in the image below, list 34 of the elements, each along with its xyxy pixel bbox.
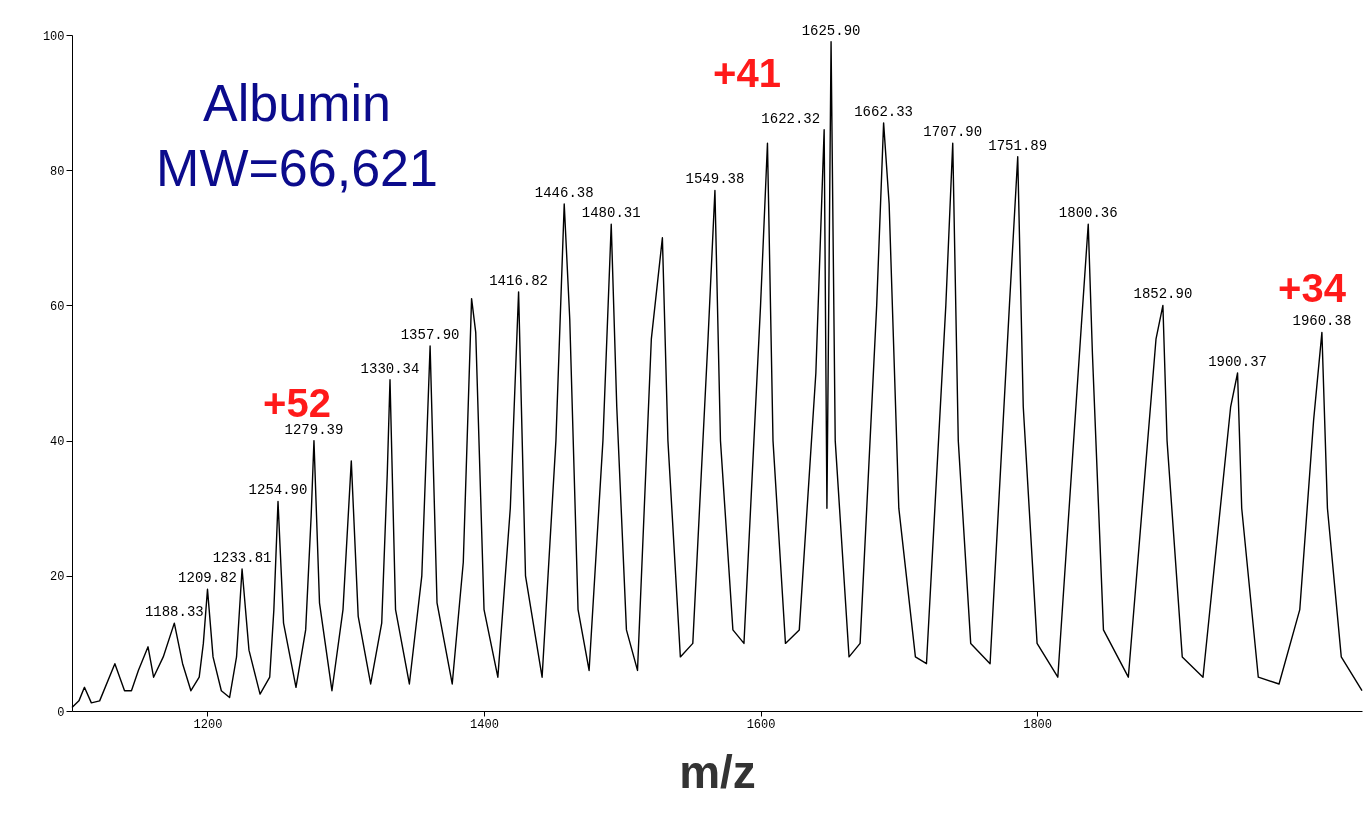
- annotation: 1900.37: [1208, 354, 1267, 370]
- annotation: 1549.38: [685, 171, 745, 188]
- x-tick-label: 1800: [1023, 717, 1052, 732]
- annotation: 1852.90: [1133, 286, 1193, 303]
- annotation: 1209.82: [178, 570, 237, 587]
- x-tick-label: 1200: [193, 717, 223, 732]
- annotation: 1233.81: [212, 550, 272, 567]
- annotation: 1254.90: [248, 482, 308, 499]
- annotation: 1960.38: [1292, 313, 1352, 330]
- y-tick-label: 100: [42, 29, 65, 44]
- annotation: 1416.82: [489, 272, 548, 289]
- annotation: 1357.90: [400, 326, 460, 343]
- annotation: 1622.32: [761, 110, 821, 127]
- annotation: 1480.31: [581, 205, 641, 222]
- x-tick-label: 1400: [470, 717, 499, 732]
- y-tick-label: 0: [57, 705, 65, 720]
- annotation: 1662.33: [854, 103, 914, 120]
- annotation: 1800.36: [1058, 205, 1118, 222]
- text: Albumin: [203, 74, 391, 132]
- annotation: 1751.89: [988, 137, 1048, 154]
- annotation: 1446.38: [534, 185, 594, 201]
- x-axis-title: m/z: [679, 745, 756, 798]
- text: MW=66,621: [156, 139, 438, 197]
- annotation: 1330.34: [360, 360, 420, 377]
- annotation: 1188.33: [144, 604, 204, 621]
- annotation: 1707.90: [923, 124, 983, 141]
- annotation: 1625.90: [801, 22, 861, 39]
- y-tick-label: 20: [50, 570, 65, 585]
- y-tick-label: 80: [50, 164, 65, 179]
- annotation: +41: [713, 51, 781, 95]
- annotation: +34: [1278, 266, 1347, 310]
- y-tick-label: 60: [50, 299, 65, 314]
- x-tick-label: 1600: [746, 717, 776, 732]
- y-tick-label: 40: [50, 435, 65, 450]
